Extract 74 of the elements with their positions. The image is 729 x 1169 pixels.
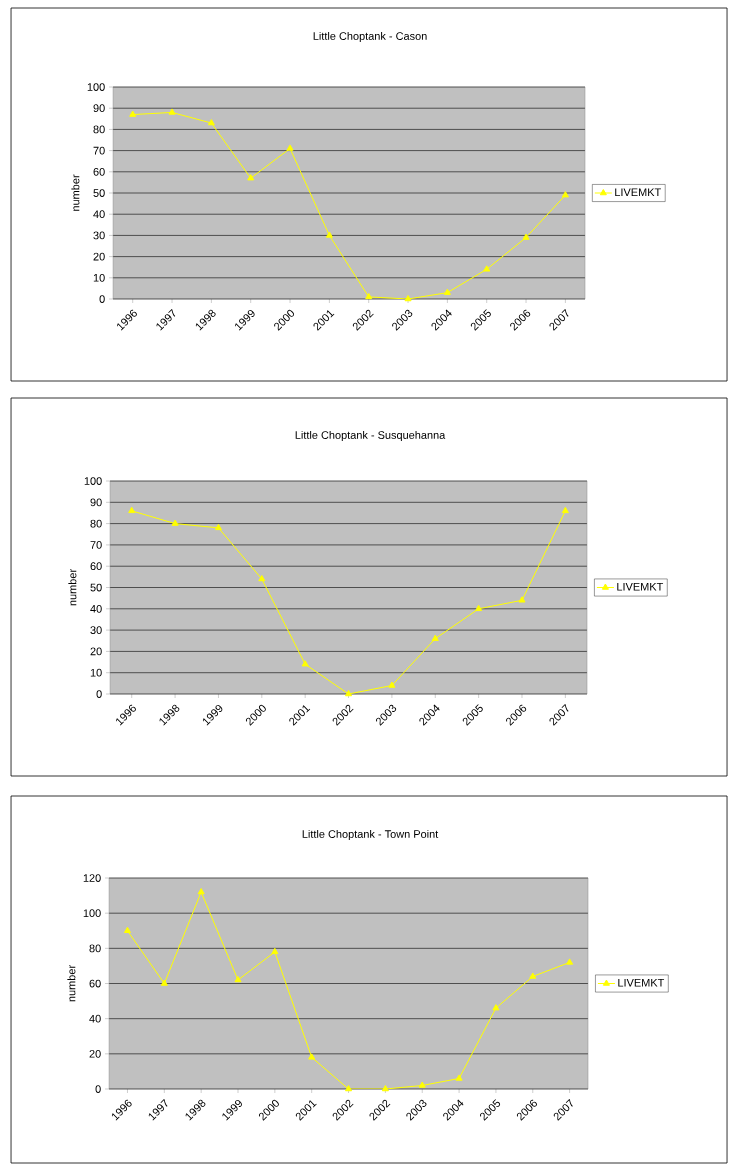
legend-label: LIVEMKT [615,188,661,196]
y-tick-label: 80 [90,519,102,528]
y-tick-label: 0 [95,1085,101,1093]
point [325,231,333,238]
point [168,108,176,115]
point [431,634,439,641]
y-tick-label: 80 [93,125,105,134]
point [247,174,255,181]
y-tick-label: 70 [93,146,105,155]
point [404,295,412,302]
y-tick-label: 10 [90,668,102,677]
y-axis-title: number [67,965,76,1002]
point [381,1085,389,1092]
point [129,110,137,117]
point [207,119,215,126]
chart-title: Little Choptank - Susquehanna [295,430,446,442]
chart-title: Little Choptank - Cason [313,31,427,43]
point [388,681,396,688]
point [345,690,353,697]
point [475,604,483,612]
point [518,596,526,603]
y-tick-label: 60 [89,979,101,988]
point [561,191,569,198]
point [443,288,451,295]
point [492,1004,500,1011]
point [483,265,491,272]
y-tick-label: 60 [93,167,105,176]
point [418,1081,426,1088]
y-tick-label: 70 [90,541,102,549]
y-tick-label: 40 [89,1014,101,1023]
y-tick-label: 60 [90,562,102,571]
point [214,523,222,531]
point [561,506,569,514]
y-tick-label: 100 [87,83,105,91]
y-tick-label: 20 [89,1049,101,1058]
point [234,975,242,983]
point [123,926,131,934]
y-tick-label: 80 [89,944,101,953]
y-axis-title: number [71,174,80,211]
point [301,660,309,667]
y-tick-label: 100 [83,909,101,918]
y-tick-label: 40 [93,210,105,219]
chart-title: Little Choptank - Town Point [302,829,439,841]
point [566,958,574,965]
point [308,1053,316,1060]
y-tick-label: 90 [93,104,105,113]
y-tick-label: 0 [99,295,105,303]
point [522,233,530,240]
y-tick-label: 90 [90,498,102,507]
legend-label: LIVEMKT [618,978,665,987]
point [286,144,294,151]
point [529,972,537,979]
point [455,1074,463,1081]
point [271,947,279,955]
point [197,888,205,895]
point [258,574,266,582]
y-tick-label: 0 [96,690,102,698]
y-tick-label: 50 [93,189,105,197]
y-tick-label: 20 [90,647,102,656]
y-tick-label: 40 [90,604,102,613]
point [365,292,373,300]
point [345,1085,353,1092]
point [128,506,136,514]
point [160,979,168,986]
y-tick-label: 20 [93,252,105,261]
point [171,519,179,526]
y-tick-label: 50 [90,583,102,592]
y-tick-label: 30 [93,231,105,240]
y-tick-label: 30 [90,626,102,634]
y-tick-label: 100 [84,477,102,485]
legend-label: LIVEMKT [617,582,664,591]
y-tick-label: 120 [83,874,101,882]
y-axis-title: number [68,569,77,606]
y-tick-label: 10 [93,273,105,282]
